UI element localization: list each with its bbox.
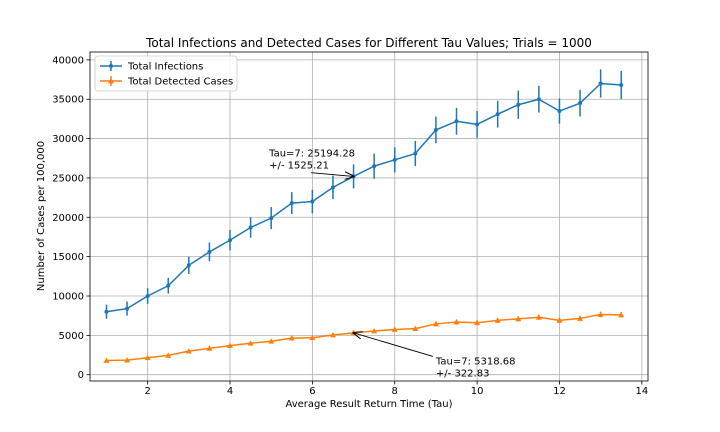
data-point	[433, 127, 438, 132]
data-point	[310, 199, 315, 204]
annotation-line: +/- 1525.21	[269, 161, 329, 172]
annotation-line: Tau=7: 5318.68	[435, 356, 516, 367]
data-point	[145, 293, 150, 298]
data-point	[577, 315, 584, 321]
x-axis-label: Average Result Return Time (Tau)	[285, 399, 452, 410]
data-point	[309, 334, 316, 341]
legend: Total Infections Total Detected Cases	[94, 55, 238, 92]
data-point	[166, 283, 171, 288]
legend-swatch-marker	[108, 78, 114, 84]
data-point	[557, 109, 562, 114]
data-point	[413, 151, 418, 156]
data-point	[598, 81, 603, 86]
legend-label: Total Detected Cases	[127, 77, 233, 88]
y-tick-label: 25000	[52, 173, 84, 184]
data-point	[268, 338, 275, 344]
data-point	[206, 345, 213, 351]
data-point	[247, 340, 254, 346]
data-point	[516, 102, 521, 107]
plot-frame	[89, 51, 649, 382]
y-tick-label: 10000	[52, 291, 84, 302]
y-tick-label: 30000	[52, 134, 84, 145]
x-tick-label: 4	[227, 386, 233, 397]
data-point	[453, 318, 460, 325]
data-point	[597, 311, 604, 317]
data-point	[125, 306, 130, 311]
data-point	[329, 331, 336, 338]
data-point	[432, 320, 439, 327]
axes: 2 4 6 8 10 12 14 0 5000 10000 15000 20000 25000 30000…	[52, 51, 649, 397]
grid	[90, 52, 648, 381]
data-point	[391, 326, 398, 332]
data-point	[536, 97, 541, 102]
data-point	[475, 122, 480, 127]
data-point	[248, 225, 253, 230]
x-tick-label: 14	[635, 386, 648, 397]
data-point	[619, 83, 624, 88]
data-point	[144, 354, 151, 361]
x-tick-label: 6	[309, 386, 315, 397]
y-axis-label: Number of Cases per 100,000	[36, 141, 47, 291]
data-point	[454, 119, 459, 124]
data-point	[269, 216, 274, 221]
series-line	[106, 82, 622, 313]
data-point	[494, 317, 501, 323]
y-tick-label: 15000	[52, 252, 84, 263]
data-point	[227, 342, 234, 348]
data-point	[186, 263, 191, 268]
data-point	[288, 335, 295, 341]
x-tick-label: 8	[392, 386, 398, 397]
x-tick-label: 12	[553, 386, 566, 397]
data-point	[165, 352, 172, 358]
data-point	[556, 317, 563, 323]
data-point	[535, 314, 542, 320]
data-point	[289, 201, 294, 206]
chart-title: Total Infections and Detected Cases for …	[145, 36, 592, 50]
data-point	[474, 319, 481, 326]
y-tick-label: 5000	[59, 331, 84, 342]
y-tick-label: 35000	[52, 95, 84, 106]
data-point	[371, 328, 378, 334]
series-1	[103, 311, 625, 363]
legend-swatch-marker	[109, 64, 113, 68]
annotations: Tau=7: 25194.28 +/- 1525.21 Tau=7: 5318.68…	[268, 149, 515, 380]
data-point	[207, 249, 212, 254]
x-tick-label: 10	[471, 386, 484, 397]
annotation-arrow	[311, 173, 353, 177]
annotation-arrow	[354, 333, 434, 357]
annotation-1: Tau=7: 5318.68 +/- 322.83	[435, 356, 516, 379]
data-point	[578, 101, 583, 106]
x-tick-label: 2	[144, 386, 150, 397]
legend-box	[94, 55, 238, 92]
data-point	[618, 311, 625, 318]
y-tick-label: 20000	[52, 213, 84, 224]
annotation-line: +/- 322.83	[436, 368, 490, 379]
data-point	[124, 357, 131, 363]
y-tick-label: 40000	[52, 55, 84, 66]
series-0	[104, 69, 624, 319]
data-point	[495, 112, 500, 117]
data-point	[372, 164, 377, 169]
data-point	[412, 325, 419, 332]
data-point	[330, 185, 335, 190]
data-point	[185, 348, 192, 354]
data-point	[228, 238, 233, 243]
legend-label: Total Infections	[127, 62, 203, 73]
data-point	[392, 157, 397, 162]
data-point	[515, 315, 522, 322]
data-point	[103, 357, 110, 363]
y-tick-label: 0	[78, 370, 84, 381]
annotation-0: Tau=7: 25194.28 +/- 1525.21	[268, 149, 355, 172]
series-line	[106, 313, 622, 362]
series-group	[103, 69, 625, 363]
data-point	[104, 309, 109, 314]
annotation-line: Tau=7: 25194.28	[268, 149, 355, 160]
